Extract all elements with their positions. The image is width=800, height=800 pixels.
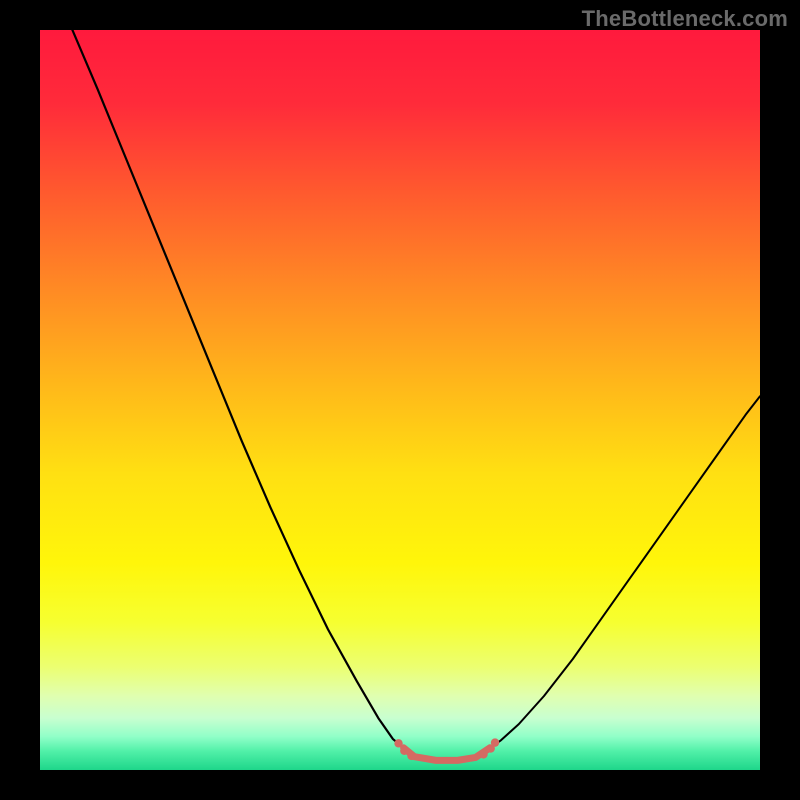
- valley-marker-dot: [400, 747, 408, 755]
- valley-marker-dot: [479, 750, 487, 758]
- plot-svg: [40, 30, 760, 770]
- valley-marker-dot: [407, 752, 415, 760]
- watermark-text: TheBottleneck.com: [582, 6, 788, 32]
- gradient-background: [40, 30, 760, 770]
- valley-marker-dot: [394, 739, 402, 747]
- plot-area: [40, 30, 760, 770]
- chart-frame: TheBottleneck.com: [0, 0, 800, 800]
- valley-marker-dot: [491, 738, 499, 746]
